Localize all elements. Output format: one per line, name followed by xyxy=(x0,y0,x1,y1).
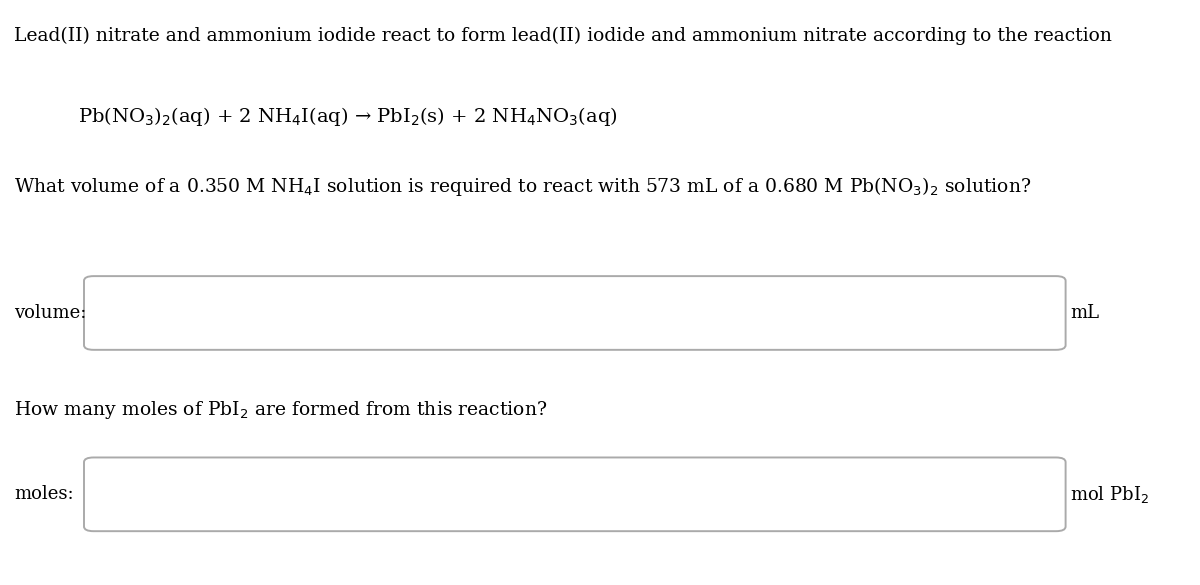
Text: Lead(II) nitrate and ammonium iodide react to form lead(II) iodide and ammonium : Lead(II) nitrate and ammonium iodide rea… xyxy=(14,26,1112,44)
Text: How many moles of PbI$_2$ are formed from this reaction?: How many moles of PbI$_2$ are formed fro… xyxy=(14,399,547,421)
Text: What volume of a 0.350 M NH$_4$I solution is required to react with 573 mL of a : What volume of a 0.350 M NH$_4$I solutio… xyxy=(14,176,1032,198)
FancyBboxPatch shape xyxy=(84,276,1066,350)
Text: moles:: moles: xyxy=(14,486,74,503)
FancyBboxPatch shape xyxy=(84,457,1066,531)
Text: mL: mL xyxy=(1070,304,1099,322)
Text: volume:: volume: xyxy=(14,304,86,322)
Text: mol PbI$_2$: mol PbI$_2$ xyxy=(1070,484,1150,505)
Text: Pb(NO$_3$)$_2$(aq) + 2 NH$_4$I(aq) → PbI$_2$(s) + 2 NH$_4$NO$_3$(aq): Pb(NO$_3$)$_2$(aq) + 2 NH$_4$I(aq) → PbI… xyxy=(78,105,618,128)
